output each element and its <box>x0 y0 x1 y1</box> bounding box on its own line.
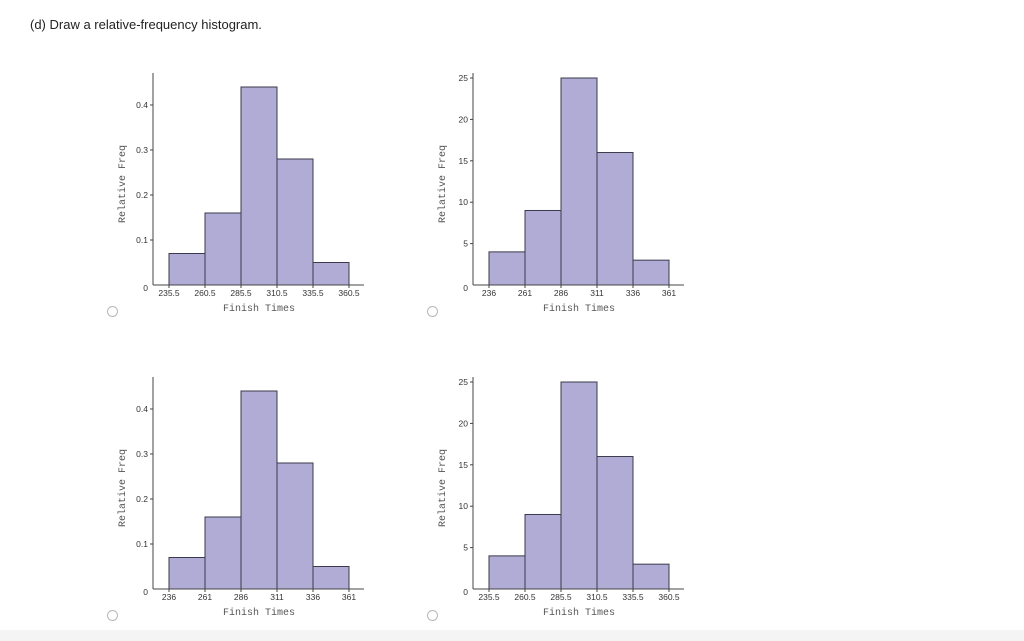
y-tick-label: 0 <box>463 587 468 597</box>
y-tick-label: 0.1 <box>136 539 148 549</box>
x-tick-label: 285.5 <box>230 288 252 298</box>
y-axis-title: Relative Freq <box>437 145 449 223</box>
x-tick-label: 260.5 <box>194 288 216 298</box>
x-tick-label: 360.5 <box>658 592 680 602</box>
y-tick-label: 0.1 <box>136 235 148 245</box>
x-tick-label: 336 <box>306 592 320 602</box>
histogram-bar <box>240 390 278 590</box>
x-tick-label: 286 <box>554 288 568 298</box>
histogram-bar <box>560 381 598 590</box>
x-tick-label: 311 <box>270 592 284 602</box>
x-tick-label: 261 <box>198 592 212 602</box>
x-tick-label: 286 <box>234 592 248 602</box>
y-tick-label: 15 <box>459 156 469 166</box>
x-tick-label: 260.5 <box>514 592 536 602</box>
x-tick-label: 361 <box>662 288 676 298</box>
question-prompt: (d) Draw a relative-frequency histogram. <box>30 17 262 32</box>
histogram-b: 0 5 10 15 20 25 236 261 286 311 336 361 Finish Times… <box>437 73 684 315</box>
option-radio-d[interactable] <box>427 610 438 621</box>
histogram-bar <box>524 209 562 286</box>
y-tick-label: 0.4 <box>136 404 148 414</box>
histogram-bar <box>632 259 670 286</box>
x-axis-title: Finish Times <box>543 303 615 315</box>
y-tick-label: 25 <box>459 377 469 387</box>
y-tick-label: 0.2 <box>136 494 148 504</box>
histogram-bar <box>524 513 562 590</box>
y-tick-label: 0.2 <box>136 190 148 200</box>
y-tick-label: 10 <box>459 197 469 207</box>
histogram-bar <box>488 251 526 286</box>
histogram-bar <box>276 462 314 590</box>
histogram-bar <box>596 456 634 590</box>
histogram-bar <box>488 555 526 590</box>
x-axis-title: Finish Times <box>223 607 295 619</box>
y-tick-label: 0 <box>143 283 148 293</box>
y-tick-label: 0.4 <box>136 100 148 110</box>
y-axis-title: Relative Freq <box>437 449 449 527</box>
y-tick-label: 15 <box>459 460 469 470</box>
histogram-bar <box>312 566 350 590</box>
y-tick-label: 0.3 <box>136 449 148 459</box>
histogram-bar <box>560 77 598 286</box>
x-tick-label: 310.5 <box>586 592 608 602</box>
y-tick-label: 5 <box>463 543 468 553</box>
histogram-bar <box>240 86 278 286</box>
x-tick-label: 360.5 <box>338 288 360 298</box>
histogram-bar <box>596 152 634 286</box>
x-tick-label: 336 <box>626 288 640 298</box>
y-tick-label: 0.3 <box>136 145 148 155</box>
x-tick-label: 236 <box>162 592 176 602</box>
x-tick-label: 235.5 <box>158 288 180 298</box>
histogram-bar <box>204 516 242 590</box>
y-tick-label: 10 <box>459 501 469 511</box>
x-tick-label: 335.5 <box>622 592 644 602</box>
x-tick-label: 335.5 <box>302 288 324 298</box>
x-tick-label: 361 <box>342 592 356 602</box>
histogram-c: 0 0.1 0.2 0.3 0.4 236 261 286 311 336 361 Finish Ti… <box>117 377 364 619</box>
histogram-bar <box>632 563 670 590</box>
option-radio-b[interactable] <box>427 306 438 317</box>
x-tick-label: 311 <box>590 288 604 298</box>
y-tick-label: 0 <box>463 283 468 293</box>
histogram-bar <box>168 253 206 286</box>
x-tick-label: 285.5 <box>550 592 572 602</box>
option-radio-c[interactable] <box>107 610 118 621</box>
histogram-bar <box>276 158 314 286</box>
x-axis-title: Finish Times <box>543 607 615 619</box>
x-tick-label: 261 <box>518 288 532 298</box>
x-tick-label: 235.5 <box>478 592 500 602</box>
y-tick-label: 25 <box>459 73 469 83</box>
y-tick-label: 20 <box>459 418 469 428</box>
footer-bar <box>0 630 1024 641</box>
y-tick-label: 20 <box>459 114 469 124</box>
histogram-bar <box>168 557 206 590</box>
y-tick-label: 0 <box>143 587 148 597</box>
x-tick-label: 236 <box>482 288 496 298</box>
histogram-a: 0 0.1 0.2 0.3 0.4 235.5 260.5 285.5 310.5 335.5 36… <box>117 73 364 315</box>
histogram-bar <box>204 212 242 286</box>
y-tick-label: 5 <box>463 239 468 249</box>
y-axis-title: Relative Freq <box>117 145 129 223</box>
x-axis-title: Finish Times <box>223 303 295 315</box>
histogram-d: 0 5 10 15 20 25 235.5 260.5 285.5 310.5 335.5 360.5… <box>437 377 684 619</box>
option-radio-a[interactable] <box>107 306 118 317</box>
x-tick-label: 310.5 <box>266 288 288 298</box>
y-axis-title: Relative Freq <box>117 449 129 527</box>
histogram-bar <box>312 262 350 286</box>
